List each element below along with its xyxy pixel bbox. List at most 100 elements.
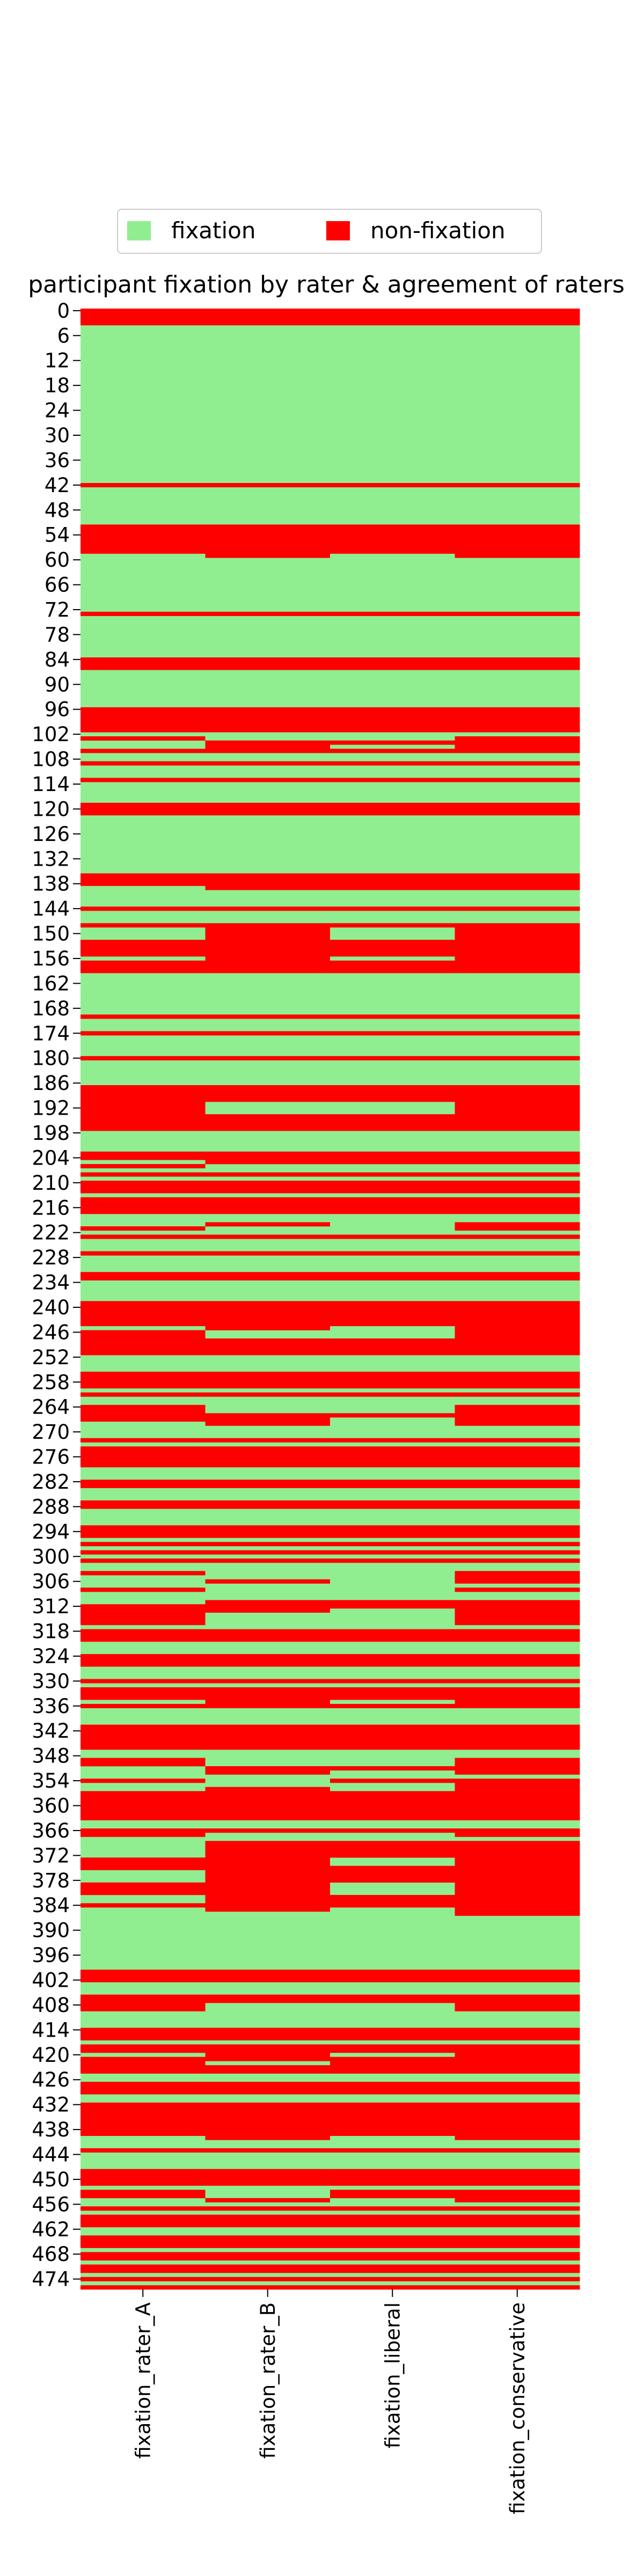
heatmap-cell [205, 1031, 331, 1036]
heatmap-cell [455, 482, 580, 488]
x-tick-label-fixation_rater_A: fixation_rater_A [131, 2302, 155, 2458]
heatmap-cell [205, 1480, 331, 1488]
heatmap-cell [80, 1604, 206, 1626]
heatmap-cell [205, 2065, 331, 2074]
y-tick-label: 54 [45, 524, 70, 547]
heatmap-cell [330, 1338, 455, 1356]
y-tick-label: 228 [32, 1246, 70, 1269]
heatmap-cell [455, 1558, 580, 1563]
heatmap-cell [330, 1014, 455, 1019]
heatmap-cell [330, 740, 455, 745]
heatmap-cell [205, 1791, 331, 1820]
heatmap-cell [80, 761, 206, 766]
heatmap-cell [205, 707, 331, 733]
heatmap-cell [330, 1446, 455, 1468]
heatmap-cell [455, 1550, 580, 1555]
heatmap-cell [80, 1970, 206, 1982]
heatmap-cell [330, 778, 455, 782]
heatmap-cell [330, 2235, 455, 2248]
heatmap-cell [80, 1550, 206, 1555]
heatmap-cell [330, 1031, 455, 1036]
heatmap-cell [205, 923, 331, 974]
heatmap-cell [455, 1480, 580, 1488]
y-tick-label: 210 [32, 1172, 70, 1195]
heatmap-cell [455, 524, 580, 558]
y-tick-label: 66 [45, 574, 70, 597]
heatmap-cell [330, 1500, 455, 1509]
heatmap-cell [205, 1841, 331, 1912]
y-tick-label: 168 [32, 997, 70, 1020]
heatmap-cell [455, 873, 580, 890]
y-tick-label: 30 [45, 424, 70, 447]
heatmap-cell [205, 1558, 331, 1563]
y-tick-label: 408 [32, 1994, 70, 2017]
heatmap-cell [330, 309, 455, 326]
heatmap-cell [205, 2235, 331, 2248]
heatmap-cell [330, 1654, 455, 1667]
heatmap-cell [455, 2277, 580, 2281]
y-tick-label: 312 [32, 1595, 70, 1618]
heatmap-cell [455, 1600, 580, 1626]
y-tick-label: 36 [45, 449, 70, 472]
heatmap-cell [330, 802, 455, 816]
column-background-fixation_conservative [455, 309, 580, 2289]
y-tick-label: 42 [45, 474, 70, 497]
heatmap-cell [455, 1679, 580, 1684]
heatmap-cell [80, 960, 206, 974]
heatmap-cell [80, 524, 206, 554]
y-tick-label: 96 [45, 698, 70, 721]
heatmap-cell [330, 1894, 455, 1908]
heatmap-cell [80, 1525, 206, 1538]
heatmap-cell [455, 736, 580, 753]
heatmap-cell [205, 2252, 331, 2261]
y-tick-label: 396 [32, 1944, 70, 1967]
heatmap-cell [455, 2082, 580, 2095]
y-tick-label: 192 [32, 1097, 70, 1120]
heatmap-cell [205, 1413, 331, 1426]
heatmap-cell [455, 2285, 580, 2290]
heatmap-cell [80, 906, 206, 911]
y-tick-label: 78 [45, 623, 70, 646]
heatmap-cell [205, 2277, 331, 2281]
heatmap-cell [80, 749, 206, 753]
heatmap-cell [330, 1994, 455, 2003]
heatmap-cell [80, 2102, 206, 2136]
heatmap-cell [205, 2206, 331, 2211]
heatmap-cell [330, 2102, 455, 2136]
y-tick-label: 264 [32, 1396, 70, 1419]
y-tick-label: 444 [32, 2143, 70, 2167]
heatmap-cell [80, 2285, 206, 2290]
y-tick-label: 378 [32, 1869, 70, 1892]
heatmap-cell [455, 1446, 580, 1468]
x-tick-label-fixation_conservative: fixation_conservative [506, 2302, 529, 2514]
heatmap-cell [205, 1446, 331, 1468]
heatmap-cell [455, 1234, 580, 1239]
heatmap-cell [205, 1056, 331, 1060]
heatmap-cell [330, 2082, 455, 2095]
heatmap-cell [330, 1779, 455, 1783]
heatmap-cell [80, 1197, 206, 1214]
y-tick-label: 246 [32, 1321, 70, 1344]
heatmap-cell [455, 707, 580, 733]
heatmap-cell [205, 2028, 331, 2041]
heatmap-cell [455, 2252, 580, 2261]
heatmap-cell [330, 1272, 455, 1280]
y-tick-label: 132 [32, 847, 70, 870]
y-tick-label: 468 [32, 2243, 70, 2266]
heatmap-cell [80, 923, 206, 928]
heatmap-cell [455, 1758, 580, 1775]
heatmap-cell [330, 1251, 455, 1256]
heatmap-cell [330, 923, 455, 928]
heatmap-cell [330, 2057, 455, 2074]
heatmap-cell [80, 1791, 206, 1820]
column-background-fixation_rater_B [205, 309, 331, 2289]
y-tick-label: 102 [32, 723, 70, 746]
heatmap-cell [80, 1724, 206, 1750]
heatmap-cell [205, 1180, 331, 1194]
heatmap-cell [455, 1687, 580, 1708]
heatmap-cell [455, 1828, 580, 1837]
heatmap-cell [330, 940, 455, 957]
heatmap-cell [330, 2044, 455, 2053]
heatmap-cell [80, 736, 206, 741]
